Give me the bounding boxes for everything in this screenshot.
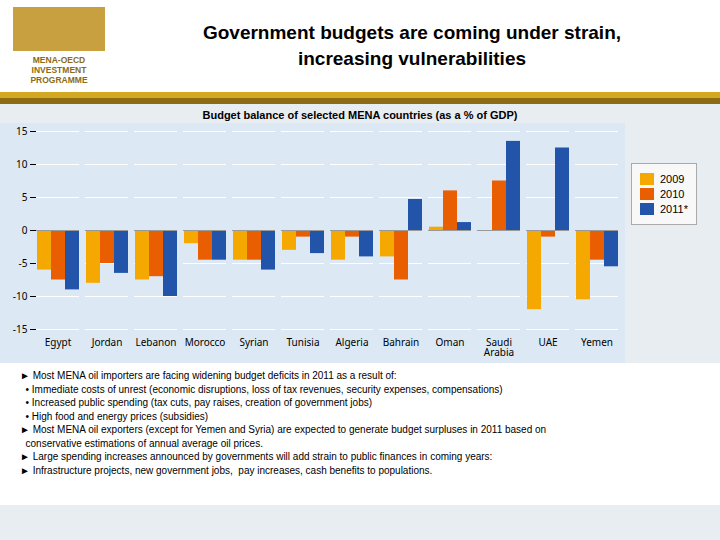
svg-text:-5: -5 [19, 256, 28, 270]
html-text:• Increased public spending (t: • Increased public spending (tax cuts, p… [20, 397, 372, 408]
svg-text:UAE: UAE [538, 335, 557, 349]
html-text:conservative estimations of an: conservative estimations of annual avera… [20, 437, 263, 449]
html-text:PROGRAMME: PROGRAMME [30, 75, 88, 85]
html-text:MENA-OECD: MENA-OECD [32, 55, 86, 65]
svg-text:15: 15 [16, 124, 28, 138]
svg-text:Jordan: Jordan [91, 335, 123, 349]
html-text:2009: 2009 [660, 173, 685, 185]
svg-text:10: 10 [16, 157, 28, 171]
html-text:2010: 2010 [660, 188, 685, 200]
html-text:increasing vulnerabilities: increasing vulnerabilities [298, 48, 526, 69]
html-text:► Infrastructure projects, new: ► Infrastructure projects, new governmen… [20, 464, 433, 476]
svg-text:Yemen: Yemen [581, 335, 613, 349]
html-text:• Immediate costs of unrest (e: • Immediate costs of unrest (economic di… [20, 383, 503, 395]
svg-text:Tunisia: Tunisia [287, 335, 320, 349]
html-text:► Most MENA oil importers are: ► Most MENA oil importers are facing wid… [20, 370, 397, 381]
svg-text:-15: -15 [13, 322, 28, 336]
svg-text:Morocco: Morocco [185, 335, 226, 349]
svg-text:Lebanon: Lebanon [135, 335, 176, 349]
html-text:Budget balance of selected MEN: Budget balance of selected MENA countrie… [202, 109, 518, 121]
svg-text:0: 0 [22, 223, 28, 237]
svg-text:SaudiArabia: SaudiArabia [484, 335, 514, 359]
svg-text:Bahrain: Bahrain [383, 335, 420, 349]
svg-text:-10: -10 [13, 289, 28, 303]
svg-text:Oman: Oman [436, 335, 465, 349]
html-text:► Most MENA oil exporters (exc: ► Most MENA oil exporters (except for Ye… [20, 424, 547, 435]
svg-text:Egypt: Egypt [45, 335, 72, 349]
html-text:• High food and energy prices: • High food and energy prices (subsidies… [20, 410, 208, 422]
svg-text:5: 5 [22, 190, 28, 204]
html-text:INVESTMENT: INVESTMENT [31, 65, 87, 75]
html-text:Government budgets are coming: Government budgets are coming under stra… [203, 22, 621, 43]
html-text:► Large spending increases ann: ► Large spending increases announced by … [20, 451, 493, 462]
html-text:2011*: 2011* [660, 203, 688, 215]
svg-text:Algeria: Algeria [335, 335, 368, 349]
svg-text:Syrian: Syrian [239, 335, 268, 349]
